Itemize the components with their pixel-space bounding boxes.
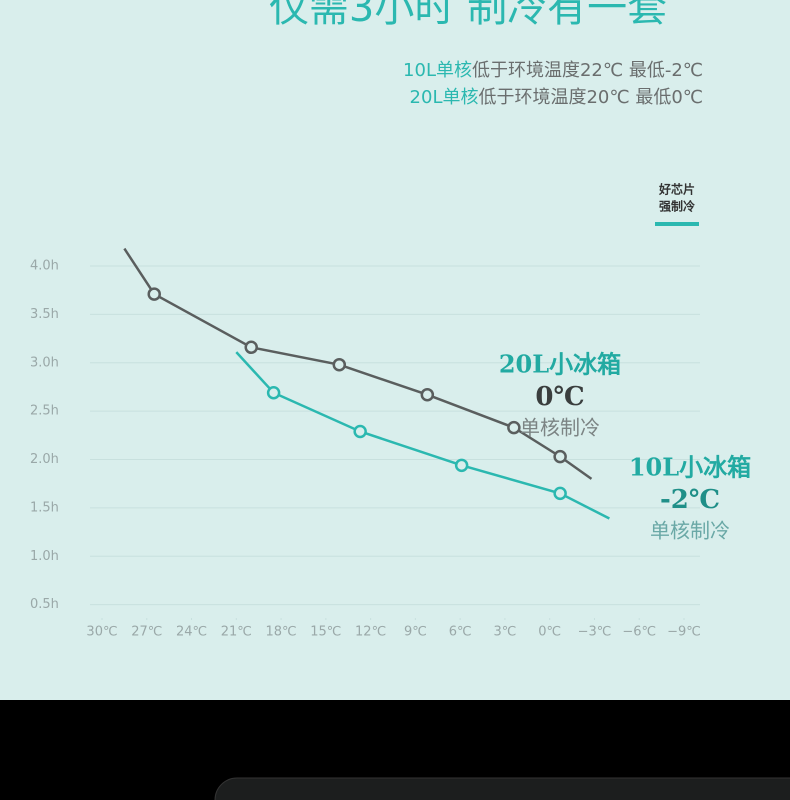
y-tick-label: 3.0h <box>30 355 59 370</box>
y-tick-label: 4.0h <box>30 259 59 274</box>
point <box>454 458 469 473</box>
point <box>507 420 521 435</box>
y-tick-label: 1.0h <box>30 549 59 564</box>
subtitle-text: 低于环境温度22℃ 最低-2℃ <box>472 60 703 81</box>
point <box>553 486 567 501</box>
x-tick-label: 18℃ <box>265 625 296 640</box>
x-tick-label: 27℃ <box>131 625 162 640</box>
y-tick-label: 1.5h <box>30 500 59 515</box>
x-tick-label: −3℃ <box>578 625 612 640</box>
subtitle: 10L单核低于环境温度22℃ 最低-2℃ <box>403 60 703 81</box>
point <box>244 340 258 355</box>
series-line <box>123 247 593 480</box>
x-tick-label: 12℃ <box>355 625 386 640</box>
subtitle-model: 20L单核 <box>410 87 479 108</box>
x-tick-label: 9℃ <box>404 625 427 640</box>
legend-label: 好芯片 <box>658 182 695 197</box>
annotation: 单核制冷 <box>650 519 730 543</box>
point <box>332 357 347 372</box>
point <box>147 287 161 301</box>
y-tick-label: 2.5h <box>30 404 59 419</box>
x-tick-label: 3℃ <box>493 625 516 640</box>
chart-title: 仅需3小时 制冷有一套 <box>269 0 667 31</box>
series-line <box>235 351 610 520</box>
x-tick-label: 0℃ <box>538 625 561 640</box>
x-tick-label: 6℃ <box>449 625 472 640</box>
device-edge <box>214 777 790 800</box>
point <box>420 387 435 402</box>
y-tick-label: 0.5h <box>30 597 59 612</box>
background <box>0 0 790 700</box>
x-tick-label: 15℃ <box>310 625 341 640</box>
x-tick-label: 24℃ <box>176 625 207 640</box>
annotation: 单核制冷 <box>520 416 600 440</box>
point <box>266 386 281 400</box>
legend-label: 强制冷 <box>659 199 695 214</box>
x-tick-label: −9℃ <box>667 625 701 640</box>
point <box>553 449 567 464</box>
x-tick-label: 21℃ <box>221 625 252 640</box>
x-tick-label: −6℃ <box>622 625 656 640</box>
x-tick-label: 30℃ <box>86 625 117 640</box>
annotation: 20L小冰箱 <box>499 350 621 379</box>
point <box>353 424 367 439</box>
subtitle-text: 低于环境温度20℃ 最低0℃ <box>478 87 703 108</box>
annotation: 0℃ <box>535 382 584 412</box>
annotation: 10L小冰箱 <box>629 453 751 482</box>
subtitle-model: 10L单核 <box>403 60 472 81</box>
annotation: -2℃ <box>660 485 720 515</box>
y-tick-label: 2.0h <box>30 452 59 467</box>
y-tick-label: 3.5h <box>30 307 59 322</box>
subtitles: 10L单核低于环境温度22℃ 最低-2℃ 20L单核低于环境温度20℃ 最低0℃ <box>403 60 703 108</box>
subtitle: 20L单核低于环境温度20℃ 最低0℃ <box>410 87 703 108</box>
